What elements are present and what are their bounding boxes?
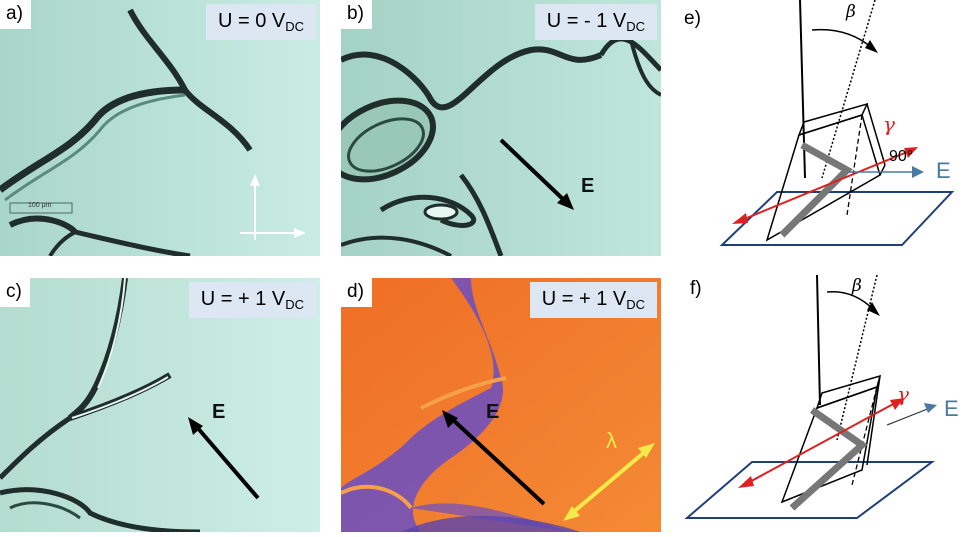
panel-label-d: d) <box>341 278 372 307</box>
panel-label-a: a) <box>0 0 31 29</box>
voltage-label-a: U = 0 VDC <box>205 4 316 40</box>
diagram-label-e: e) <box>684 8 701 29</box>
voltage-label-b: U = - 1 VDC <box>534 4 657 40</box>
panel-a-micrograph: a) U = 0 VDC 100 μm <box>0 0 320 256</box>
angle-label-e: 90° <box>889 148 914 165</box>
panel-d-micrograph: d) U = + 1 VDC E λ <box>341 278 661 532</box>
diagram-f: f) β γ E <box>662 270 975 532</box>
panel-c-micrograph: c) U = + 1 VDC E <box>0 278 320 532</box>
diagram-e: e) β γ 90° E <box>662 0 975 260</box>
panel-label-b: b) <box>341 0 372 29</box>
voltage-label-d: U = + 1 VDC <box>529 282 657 318</box>
diagram-label-f: f) <box>690 278 702 299</box>
field-label-b: E <box>581 175 595 197</box>
field-label-c: E <box>212 401 226 423</box>
diagram-e-drawing <box>719 0 955 246</box>
beta-label-f: β <box>852 276 862 296</box>
micrograph-d-image <box>341 278 661 532</box>
beta-label-e: β <box>846 2 856 22</box>
field-label-d: E <box>486 401 500 423</box>
micrograph-b-image <box>341 0 661 256</box>
gamma-label-e: γ <box>883 112 895 136</box>
micrograph-c-image <box>0 278 320 532</box>
wavelength-label: λ <box>606 428 617 453</box>
panel-b-micrograph: b) U = - 1 VDC E <box>341 0 661 256</box>
field-label-f: E <box>944 396 959 421</box>
voltage-label-c: U = + 1 VDC <box>188 282 316 318</box>
scale-bar-label: 100 μm <box>28 202 52 209</box>
diagram-f-drawing <box>684 274 937 519</box>
gamma-label-f: γ <box>897 382 909 406</box>
micrograph-a-image <box>0 0 320 256</box>
field-label-e: E <box>936 158 951 183</box>
panel-label-c: c) <box>0 278 30 307</box>
